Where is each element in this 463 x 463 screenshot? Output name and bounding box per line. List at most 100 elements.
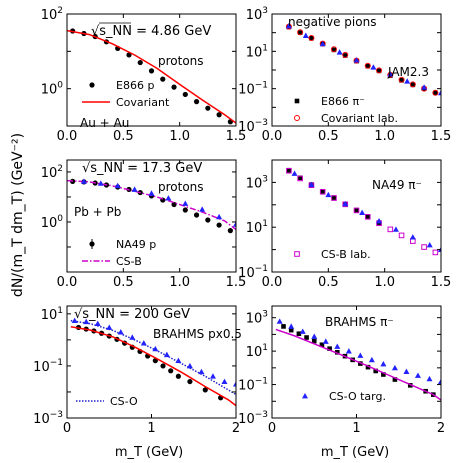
data-point bbox=[171, 201, 177, 208]
data-point bbox=[160, 76, 166, 82]
x-tick-label: 0.0 bbox=[57, 129, 78, 144]
y-tick-label: 103 bbox=[246, 310, 268, 327]
data-point bbox=[97, 180, 104, 186]
data-point bbox=[320, 189, 325, 194]
data-point bbox=[322, 338, 329, 344]
data-point bbox=[354, 207, 359, 213]
data-point bbox=[392, 226, 399, 232]
data-point bbox=[370, 64, 377, 70]
data-point bbox=[308, 181, 315, 187]
x-tick-label: 0.5 bbox=[113, 275, 134, 290]
data-point bbox=[398, 76, 405, 83]
legend-label: E866 π⁻ bbox=[321, 95, 365, 108]
panel-annotation: protons bbox=[158, 54, 204, 68]
x-tick-label: 1.0 bbox=[169, 129, 190, 144]
data-point bbox=[336, 49, 343, 55]
x-tick-label: 1 bbox=[352, 421, 360, 436]
panel-bottom-right: 0 1 2 10−3 10−1 101 103 BRAHMS π⁻ CS-O targ. bbox=[238, 305, 445, 436]
y-tick-label: 10−1 bbox=[238, 264, 268, 281]
y-tick-label: 10−3 bbox=[238, 118, 268, 135]
data-point bbox=[193, 99, 200, 105]
data-point bbox=[186, 362, 193, 369]
y-tick-label: 10−3 bbox=[33, 410, 63, 427]
data-point bbox=[216, 213, 223, 220]
data-point bbox=[182, 91, 188, 98]
data-point bbox=[216, 222, 222, 228]
panel-annotation: JAM2.3 bbox=[387, 65, 429, 79]
data-point bbox=[297, 175, 303, 181]
data-point bbox=[83, 318, 90, 325]
data-point bbox=[365, 364, 371, 370]
axes-frame bbox=[271, 159, 442, 273]
legend-label: CS-O targ. bbox=[329, 390, 386, 403]
panel-annotation: Pb + Pb bbox=[74, 205, 121, 219]
x-tick-label: 1.5 bbox=[431, 275, 452, 290]
data-point bbox=[391, 364, 398, 371]
data-point bbox=[334, 343, 341, 349]
panel-annotation: √s_NN = 200 GeV bbox=[74, 307, 190, 322]
data-point bbox=[373, 368, 379, 374]
series-line bbox=[67, 29, 236, 124]
data-point bbox=[297, 30, 303, 35]
data-point bbox=[114, 182, 121, 189]
data-point bbox=[299, 328, 306, 334]
x-tick-label: 1.0 bbox=[169, 275, 190, 290]
data-point bbox=[286, 167, 292, 173]
data-point bbox=[175, 357, 182, 364]
legend-swatch bbox=[294, 98, 300, 104]
data-point bbox=[438, 89, 441, 96]
data-point bbox=[353, 207, 360, 214]
data-point bbox=[286, 167, 292, 174]
x-tick-label: 1.5 bbox=[226, 275, 247, 290]
data-point bbox=[304, 335, 309, 340]
data-point bbox=[221, 378, 228, 384]
data-point bbox=[163, 351, 170, 358]
data-point bbox=[288, 327, 294, 333]
panel-bottom-left: 0 1 2 10−3 10−1 101 √s_NN = 200 GeV BRAHMS px0.… bbox=[33, 305, 242, 436]
x-tick-label: 1 bbox=[147, 421, 155, 436]
data-point bbox=[387, 71, 394, 77]
panel-annotation: Au + Au bbox=[80, 116, 129, 130]
data-point bbox=[187, 378, 193, 385]
x-tick-label: 0.0 bbox=[57, 275, 78, 290]
x-tick-label: 1.5 bbox=[431, 129, 452, 144]
data-point bbox=[297, 29, 304, 36]
data-point bbox=[432, 89, 439, 96]
data-layer bbox=[275, 318, 441, 401]
data-point bbox=[171, 84, 177, 90]
data-point bbox=[392, 377, 398, 382]
data-point bbox=[160, 363, 166, 369]
data-point bbox=[291, 170, 298, 176]
data-point bbox=[296, 331, 302, 337]
data-point bbox=[409, 81, 416, 88]
series-line bbox=[275, 328, 441, 401]
data-point bbox=[165, 195, 172, 201]
data-point bbox=[182, 200, 189, 206]
data-point bbox=[342, 200, 349, 207]
data-point bbox=[281, 324, 286, 329]
data-point bbox=[233, 221, 236, 227]
data-point bbox=[117, 329, 124, 335]
data-point bbox=[426, 375, 433, 382]
y-tick-label: 10−3 bbox=[238, 410, 268, 427]
x-tick-label: 0 bbox=[63, 421, 71, 436]
axes-frame bbox=[66, 159, 237, 273]
y-axis-label: dN/(m_T dm_T) (GeV⁻²) bbox=[10, 133, 26, 297]
data-point bbox=[410, 82, 416, 88]
panel-annotation: BRAHMS px0.5 bbox=[153, 327, 242, 341]
data-point bbox=[357, 352, 364, 358]
data-point bbox=[129, 334, 136, 340]
data-point bbox=[80, 178, 87, 184]
data-point bbox=[404, 78, 411, 84]
data-point bbox=[353, 57, 360, 63]
x-tick-label: 2 bbox=[232, 421, 240, 436]
data-point bbox=[137, 59, 143, 66]
data-point bbox=[359, 209, 366, 215]
data-point bbox=[168, 368, 174, 374]
panel-annotation: BRAHMS π⁻ bbox=[325, 315, 394, 329]
legend-swatch bbox=[302, 393, 308, 399]
data-layer bbox=[286, 167, 441, 256]
data-point bbox=[365, 63, 371, 69]
x-tick-label: 1.5 bbox=[226, 129, 247, 144]
